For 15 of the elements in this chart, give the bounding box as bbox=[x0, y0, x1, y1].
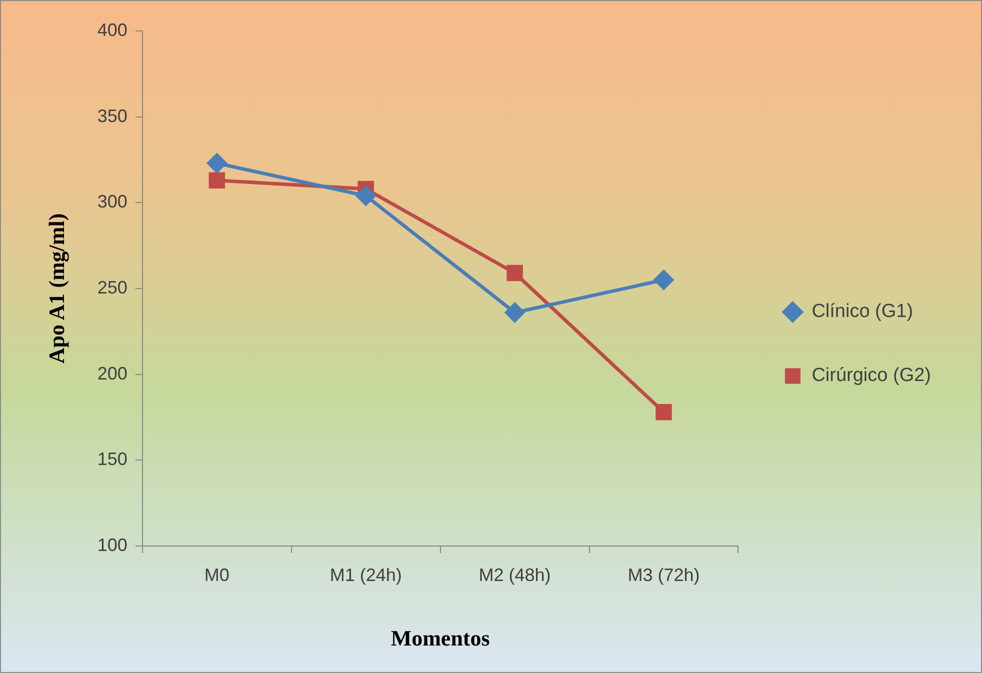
x-tick-label: M2 (48h) bbox=[478, 564, 551, 585]
y-tick-label: 400 bbox=[97, 20, 128, 40]
x-tick-label: M1 (24h) bbox=[330, 564, 402, 585]
y-tick-label: 200 bbox=[97, 363, 128, 384]
legend-label: Clínico (G1) bbox=[812, 301, 914, 322]
x-tick-label: M0 bbox=[204, 564, 230, 585]
y-axis-title: Apo A1 (mg/ml) bbox=[44, 213, 69, 364]
y-tick-label: 250 bbox=[97, 277, 128, 298]
y-tick-label: 350 bbox=[97, 106, 128, 126]
y-tick-label: 100 bbox=[97, 534, 128, 555]
y-tick-label: 150 bbox=[97, 449, 128, 470]
x-tick-label: M3 (72h) bbox=[628, 564, 700, 585]
x-axis-title: Momentos bbox=[390, 625, 490, 650]
legend-label: Cirúrgico (G2) bbox=[812, 365, 932, 386]
y-tick-label: 300 bbox=[97, 192, 128, 212]
